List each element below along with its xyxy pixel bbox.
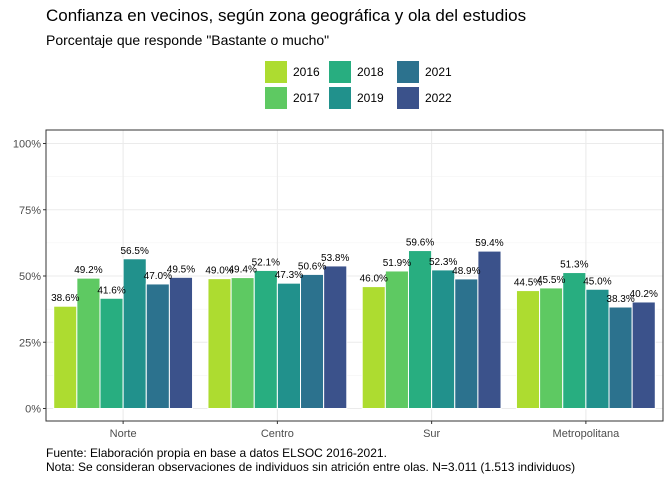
bar-centro-2017 xyxy=(230,277,255,409)
bar-sur-2017 xyxy=(384,270,409,409)
data-label: 45.5% xyxy=(537,275,565,286)
bar-norte-2016 xyxy=(53,305,78,409)
data-label: 50.6% xyxy=(298,261,326,272)
data-label: 59.4% xyxy=(475,238,503,249)
legend-label-2019: 2019 xyxy=(357,91,384,105)
data-label: 47.3% xyxy=(275,270,303,281)
legend-label-2021: 2021 xyxy=(425,65,452,79)
x-tick-label: Metropolitana xyxy=(553,428,621,440)
bar-metropolitana-2017 xyxy=(539,287,564,409)
data-label: 51.3% xyxy=(560,260,588,271)
bar-sur-2021 xyxy=(454,278,479,410)
legend-swatch-2021 xyxy=(397,61,419,83)
x-tick-label: Centro xyxy=(261,428,294,440)
bar-metropolitana-2022 xyxy=(631,301,656,409)
bar-centro-2022 xyxy=(323,265,348,409)
bar-centro-2019 xyxy=(276,282,302,409)
legend-swatch-2022 xyxy=(397,87,419,109)
x-tick-label: Norte xyxy=(110,428,137,440)
data-label: 47.0% xyxy=(144,271,172,282)
bars xyxy=(53,250,656,410)
legend-label-2017: 2017 xyxy=(293,91,320,105)
y-tick-label: 100% xyxy=(13,139,41,151)
y-tick-label: 75% xyxy=(19,205,41,217)
data-labels: 38.6% 49.2% 41.6% 56.5% 47.0%49.5% 49.0%49.4%… xyxy=(51,238,658,305)
y-axis: 0% 25% 50% 75% 100% xyxy=(13,139,46,416)
data-label: 51.9% xyxy=(383,258,411,269)
x-tick-label: Sur xyxy=(423,428,440,440)
data-label: 38.3% xyxy=(606,294,634,305)
chart-title: Confianza en vecinos, según zona geográf… xyxy=(46,6,527,25)
bar-metropolitana-2019 xyxy=(585,288,610,409)
bar-metropolitana-2016 xyxy=(515,290,541,410)
data-label: 56.5% xyxy=(121,246,149,257)
data-label: 46.0% xyxy=(360,274,388,285)
data-label: 53.8% xyxy=(321,253,349,264)
legend-swatch-2018 xyxy=(329,61,351,83)
bar-sur-2018 xyxy=(407,250,433,409)
bar-centro-2021 xyxy=(300,273,325,409)
caption-source: Fuente: Elaboración propia en base a dat… xyxy=(46,446,387,460)
legend-swatch-2017 xyxy=(265,87,287,109)
data-label: 49.2% xyxy=(74,265,102,276)
bar-centro-2018 xyxy=(253,269,278,409)
legend-swatch-2019 xyxy=(329,87,351,109)
x-axis: Norte Centro Sur Metropolitana xyxy=(110,421,620,440)
data-label: 49.5% xyxy=(167,264,195,275)
chart-subtitle: Porcentaje que responde "Bastante o much… xyxy=(46,32,330,48)
data-label: 49.4% xyxy=(228,265,256,276)
legend-label-2018: 2018 xyxy=(357,65,384,79)
bar-metropolitana-2021 xyxy=(608,306,633,410)
bar-norte-2018 xyxy=(99,297,124,410)
legend-label-2016: 2016 xyxy=(293,65,320,79)
legend-item-2017: 2017 xyxy=(265,87,320,109)
legend-item-2022: 2022 xyxy=(397,87,452,109)
y-tick-label: 0% xyxy=(25,404,41,416)
legend-swatch-2016 xyxy=(265,61,287,83)
data-label: 52.3% xyxy=(429,257,457,268)
legend-item-2016: 2016 xyxy=(265,61,320,83)
legend: 2016 2017 2018 2019 2021 2022 xyxy=(265,61,465,109)
data-label: 49.0% xyxy=(205,266,233,277)
data-label: 38.6% xyxy=(51,293,79,304)
legend-label-2022: 2022 xyxy=(425,91,452,105)
bar-centro-2016 xyxy=(207,278,232,409)
data-label: 52.1% xyxy=(252,257,280,268)
bar-norte-2021 xyxy=(145,283,170,410)
bar-sur-2019 xyxy=(431,269,456,409)
data-label: 41.6% xyxy=(97,285,125,296)
data-label: 44.5% xyxy=(514,278,542,289)
bar-sur-2016 xyxy=(361,286,386,410)
bar-norte-2017 xyxy=(76,277,101,409)
y-tick-label: 25% xyxy=(19,337,41,349)
data-label: 59.6% xyxy=(406,238,434,249)
data-label: 45.0% xyxy=(583,276,611,287)
bar-sur-2022 xyxy=(477,250,502,409)
legend-item-2021: 2021 xyxy=(397,61,452,83)
y-tick-label: 50% xyxy=(19,271,41,283)
bar-norte-2022 xyxy=(168,276,194,410)
legend-item-2019: 2019 xyxy=(329,87,384,109)
data-label: 48.9% xyxy=(452,266,480,277)
data-label: 40.2% xyxy=(630,289,658,300)
legend-item-2018: 2018 xyxy=(329,61,384,83)
caption-note: Nota: Se consideran observaciones de ind… xyxy=(46,460,576,474)
bar-metropolitana-2018 xyxy=(562,272,587,409)
